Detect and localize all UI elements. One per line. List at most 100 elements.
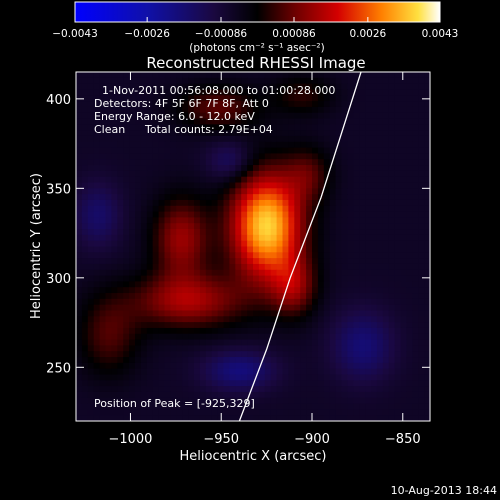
heatmap-cell <box>211 351 219 358</box>
heatmap-cell <box>418 147 425 155</box>
heatmap-cell <box>394 130 402 137</box>
heatmap-cell <box>424 72 430 79</box>
heatmap-cell <box>312 386 319 393</box>
heatmap-cell <box>188 415 195 421</box>
heatmap-cell <box>418 83 425 91</box>
heatmap-cell <box>329 165 337 172</box>
heatmap-cell <box>111 316 118 323</box>
heatmap-cell <box>117 281 124 288</box>
heatmap-cell <box>335 118 343 125</box>
heatmap-cell <box>424 170 430 178</box>
heatmap-cell <box>123 380 130 387</box>
heatmap-cell <box>371 333 378 341</box>
heatmap-cell <box>129 403 136 410</box>
heatmap-cell <box>223 229 230 236</box>
heatmap-cell <box>241 101 248 108</box>
heatmap-cell <box>365 234 372 242</box>
heatmap-cell <box>140 339 148 346</box>
heatmap-cell <box>164 403 171 410</box>
heatmap-cell <box>382 263 390 271</box>
heatmap-cell <box>312 246 319 253</box>
heatmap-cell <box>347 246 354 253</box>
heatmap-cell <box>341 229 348 236</box>
heatmap-cell <box>223 77 230 85</box>
heatmap-cell <box>317 147 325 155</box>
heatmap-cell <box>276 281 284 288</box>
heatmap-cell <box>176 287 183 294</box>
heatmap-cell <box>87 368 95 376</box>
heatmap-cell <box>288 101 295 108</box>
heatmap-cell <box>347 135 354 143</box>
heatmap-cell <box>205 159 213 166</box>
heatmap-cell <box>76 327 83 335</box>
heatmap-cell <box>264 246 272 253</box>
heatmap-cell <box>146 118 154 125</box>
heatmap-cell <box>170 229 177 236</box>
heatmap-cell <box>400 229 407 236</box>
heatmap-cell <box>412 205 419 213</box>
heatmap-cell <box>412 322 419 329</box>
heatmap-cell <box>188 112 195 120</box>
heatmap-cell <box>211 397 219 405</box>
heatmap-cell <box>135 147 142 155</box>
heatmap-cell <box>123 106 130 114</box>
heatmap-cell <box>194 258 201 265</box>
heatmap-cell <box>105 374 112 381</box>
heatmap-cell <box>276 124 284 131</box>
heatmap-cell <box>176 240 183 248</box>
heatmap-cell <box>76 322 83 329</box>
heatmap-cell <box>223 118 230 125</box>
heatmap-cell <box>253 275 260 282</box>
heatmap-cell <box>247 304 254 312</box>
heatmap-cell <box>253 95 260 102</box>
heatmap-cell <box>135 386 142 393</box>
heatmap-cell <box>323 298 331 306</box>
heatmap-cell <box>140 211 148 219</box>
heatmap-cell <box>158 374 166 381</box>
heatmap-cell <box>211 263 219 271</box>
heatmap-cell <box>264 333 272 341</box>
heatmap-cell <box>194 345 201 352</box>
heatmap-cell <box>229 298 236 306</box>
heatmap-cell <box>270 415 278 421</box>
heatmap-cell <box>117 106 124 114</box>
heatmap-cell <box>211 170 219 178</box>
heatmap-cell <box>129 397 136 405</box>
heatmap-cell <box>76 159 83 166</box>
heatmap-cell <box>294 322 301 329</box>
heatmap-cell <box>258 153 266 160</box>
heatmap-cell <box>81 188 89 195</box>
heatmap-cell <box>300 130 307 137</box>
heatmap-cell <box>182 170 189 178</box>
heatmap-cell <box>359 205 366 213</box>
heatmap-cell <box>164 252 171 259</box>
heatmap-cell <box>241 176 248 184</box>
heatmap-cell <box>312 252 319 259</box>
heatmap-cell <box>117 141 124 149</box>
heatmap-cell <box>341 339 348 346</box>
heatmap-cell <box>182 188 189 195</box>
heatmap-cell <box>371 141 378 149</box>
heatmap-cell <box>152 386 160 393</box>
heatmap-cell <box>418 345 425 352</box>
heatmap-cell <box>170 386 177 393</box>
heatmap-cell <box>418 327 425 335</box>
heatmap-cell <box>99 409 107 416</box>
heatmap-cell <box>341 415 348 421</box>
heatmap-cell <box>376 165 384 172</box>
heatmap-cell <box>376 229 384 236</box>
heatmap-cell <box>205 380 213 387</box>
heatmap-cell <box>182 147 189 155</box>
heatmap-cell <box>188 199 195 207</box>
heatmap-cell <box>264 182 272 189</box>
heatmap-cell <box>93 339 101 346</box>
heatmap-cell <box>312 165 319 172</box>
heatmap-cell <box>412 95 419 102</box>
heatmap-cell <box>371 112 378 120</box>
heatmap-cell <box>376 246 384 253</box>
heatmap-cell <box>300 246 307 253</box>
heatmap-cell <box>323 252 331 259</box>
heatmap-cell <box>400 391 407 399</box>
heatmap-cell <box>158 72 166 79</box>
heatmap-cell <box>123 165 130 172</box>
